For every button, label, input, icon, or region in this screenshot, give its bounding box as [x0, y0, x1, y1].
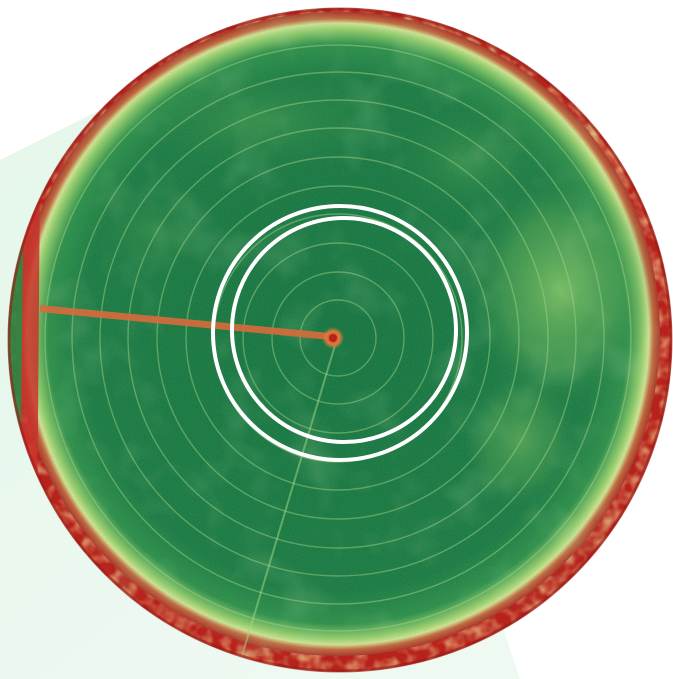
- access-road: [14, 170, 40, 672]
- highlight-ring-outer: [211, 204, 469, 462]
- wheel-tracks: [44, 44, 632, 632]
- highlight-rings: [211, 204, 469, 462]
- highlight-ring-inner: [230, 216, 458, 444]
- irrigated-circle: [8, 12, 660, 672]
- pivot-lane: [40, 305, 330, 340]
